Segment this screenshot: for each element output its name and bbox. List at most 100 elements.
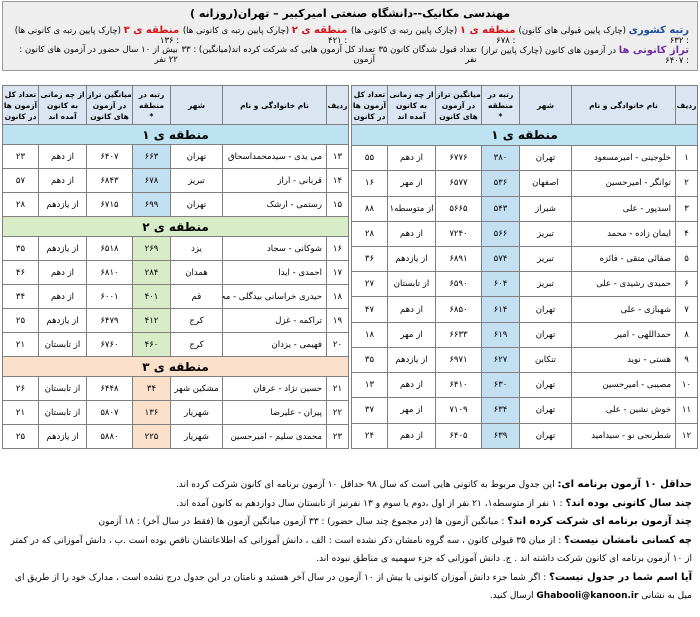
table-cell: از دهم (38, 260, 87, 285)
table-cell: ۶۷۱۵ (86, 192, 133, 217)
rank-note: * (149, 111, 154, 121)
table-cell: از یازدهم (38, 424, 87, 449)
stat-label: منطقه ی ۳ (123, 24, 180, 36)
table-cell: ۵۷۴ (481, 245, 520, 273)
table-row: ۱ خلوجینی - امیرمسعود تهران ۳۸۰ ۶۷۷۶ از دهم ۵۵ (351, 145, 698, 172)
table-cell: ۲ (675, 170, 698, 197)
table-cell: از یازدهم (387, 346, 436, 374)
note-text: : از میان ۳۵ قبولی کانون ، سه گروه نامشا… (10, 535, 692, 565)
stat: منطقه ی ۳ (چارک پایین رتبه ی کانونی ها) … (11, 25, 179, 46)
section-title: منطقه ی ۳ (2, 356, 349, 377)
table-cell: ۲۷ (351, 271, 388, 298)
table-row: ۱۱ خوش نشین - علی تهران ۶۳۴ ۷۱۰۹ از مهر ۳۷ (351, 397, 698, 424)
table-cell: ۴ (675, 220, 698, 247)
table-cell: ۴۶۰ (132, 332, 171, 357)
table-cell: ۶۶۳۳ (435, 321, 482, 348)
table-cell: خوش نشین - علی (571, 397, 676, 424)
table-cell: ۷۲۴۰ (435, 220, 482, 247)
table-cell: شیراز (519, 195, 572, 222)
table-cell: رستمی - ارشک (222, 192, 327, 217)
stat-text: (چارک پایین رتبه ی کانونی ها) : ۶۷۸ (351, 25, 516, 46)
table-row: ۹ هستی - نوید تنکابن ۶۲۷ ۶۹۷۱ از یازدهم ۳۵ (351, 346, 698, 374)
table-row: ۱۴ قربانی - اراز تبریز ۶۷۸ ۶۸۴۳ از دهم ۵۷ (2, 168, 349, 193)
column-header: تعداد کل آزمون ها در کانون (351, 85, 388, 125)
table-cell: ۱۵ (326, 192, 349, 217)
note-label: چند سال کانونی بوده اند؟ (565, 497, 692, 509)
table-cell: از دهم (38, 284, 87, 309)
column-header: شهر (519, 85, 572, 125)
table-cell: شهریار (170, 400, 223, 425)
table-cell: ۳۵ (351, 346, 388, 374)
table-cell: ۶۲۷ (481, 346, 520, 374)
column-title: شهر (188, 100, 205, 110)
table-row: ۲۲ پیران - علیرضا شهریار ۱۳۶ ۵۸۰۷ از تابستان ۲… (2, 400, 349, 425)
table-cell: ۴۷ (351, 296, 388, 323)
table-cell: ۱ (675, 145, 698, 172)
table-cell: از یازدهم (38, 308, 87, 333)
table-cell: از مهر (387, 170, 436, 197)
stat-text: (چارک پایین رتبه ی کانونی ها) : ۱۳۶ (14, 25, 180, 46)
table-cell: از دهم (387, 372, 436, 399)
table-cell: فهیمی - یزدان (222, 332, 327, 357)
table-cell: ۶۴۱۰ (435, 372, 482, 399)
table-row: ۱۶ شوکانی - سجاد یزد ۲۶۹ ۶۵۱۸ از یازدهم ۳۵ (2, 236, 349, 261)
table-cell: هستی - نوید (571, 346, 676, 374)
table-cell: از یازدهم (387, 245, 436, 273)
column-title: تعداد کل آزمون ها در کانون (352, 89, 387, 121)
table-cell: همدان (170, 260, 223, 285)
note-label: آیا اسم شما در جدول نیست؟ (549, 571, 692, 583)
column-title: نام خانوادگی و نام (240, 100, 309, 110)
section-title: منطقه ی ۲ (2, 216, 349, 237)
table-cell: از یازدهم (38, 236, 87, 261)
column-header: از چه زمانی به کانون آمده اند (38, 85, 87, 125)
table-cell: ۲۰ (326, 332, 349, 357)
table-cell: تبریز (170, 168, 223, 193)
table-cell: ۲۲ (326, 400, 349, 425)
table-cell: ۶۰۴ (481, 271, 520, 298)
note: چه کسانی نامشان نیست؟ : از میان ۳۵ قبولی… (8, 532, 692, 569)
table-cell: از تابستان (38, 332, 87, 357)
stat: تعداد قبول شدگان کانون ۳۵ نفر (375, 45, 477, 65)
stat-label: منطقه ی ۱ (459, 24, 516, 36)
table-cell: ۶۴۰۵ (435, 422, 482, 450)
stat-text: در آزمون های کانون (چارک پایین تراز) : ۶… (480, 45, 689, 66)
section-row: منطقه ی ۱ (2, 124, 349, 145)
table-row: ۸ حمداللهی - امیر تهران ۶۱۹ ۶۶۳۳ از مهر ۱۸ (351, 321, 698, 348)
table-cell: ۵۶۶ (481, 220, 520, 247)
table-cell: ۱۶ (351, 170, 388, 197)
section-row: منطقه ی ۱ (351, 123, 698, 147)
table-cell: ۲۸ (2, 192, 39, 217)
table-cell: تراکمه - غزل (222, 308, 327, 333)
table-cell: ۶۵۹۰ (435, 271, 482, 298)
note-tail: ارسال کنید. (489, 591, 537, 601)
table-cell: ۵۴۳ (481, 195, 520, 222)
table-cell: ۴۰۱ (132, 284, 171, 309)
table-cell: ۱۴ (326, 168, 349, 193)
table-cell: ۶۹۷۱ (435, 346, 482, 374)
table-cell: ۶۸۴۳ (86, 168, 133, 193)
table-cell: ۹ (675, 346, 698, 374)
table-row: ۲۰ فهیمی - یزدان کرج ۴۶۰ ۶۷۶۰ از تابستان ۲۱ (2, 332, 349, 357)
table-cell: تهران (170, 192, 223, 217)
table-cell: حمداللهی - امیر (571, 321, 676, 348)
column-header: شهر (170, 85, 223, 125)
table-cell: ۵۸۸۰ (86, 424, 133, 449)
note-label: چه کسانی نامشان نیست؟ (564, 534, 692, 546)
stat-text: تعداد قبول شدگان کانون ۳۵ نفر (378, 45, 477, 65)
table-cell: تهران (519, 145, 572, 172)
table-body: منطقه ی ۱ ۱۳ می یدی - سیدمحمداسحاق تهران ۶۶۳… (2, 124, 349, 449)
table-cell: ۳۶ (351, 245, 388, 273)
table-cell: مشکین شهر (170, 376, 223, 401)
table-cell: ۱۸ (326, 284, 349, 309)
note-text: : ۱ نفر از متوسطه۱، ۲۱ نفر از اول ،دوم ی… (176, 498, 566, 509)
table-row: ۲۳ محمدی سلیم - امیرحسین شهریار ۲۲۵ ۵۸۸۰ از ی… (2, 424, 349, 449)
column-header: رتبه در منطقه * (132, 85, 171, 125)
table-cell: ۶۳۰ (481, 372, 520, 399)
column-title: تعداد کل آزمون ها در کانون (3, 89, 38, 121)
header-box: مهندسی مکانیک--دانشگاه صنعتی امیرکبیر – … (2, 1, 698, 71)
table-row: ۶ حمیدی رشیدی - علی تبریز ۶۰۴ ۶۵۹۰ از تابستان… (351, 271, 698, 298)
table-cell: ۶۰۰۱ (86, 284, 133, 309)
stat-label: منطقه ی ۲ (291, 24, 348, 36)
stat-text: (چارک پایین قبولی های کانون) : ۶۳۲ (518, 25, 689, 46)
